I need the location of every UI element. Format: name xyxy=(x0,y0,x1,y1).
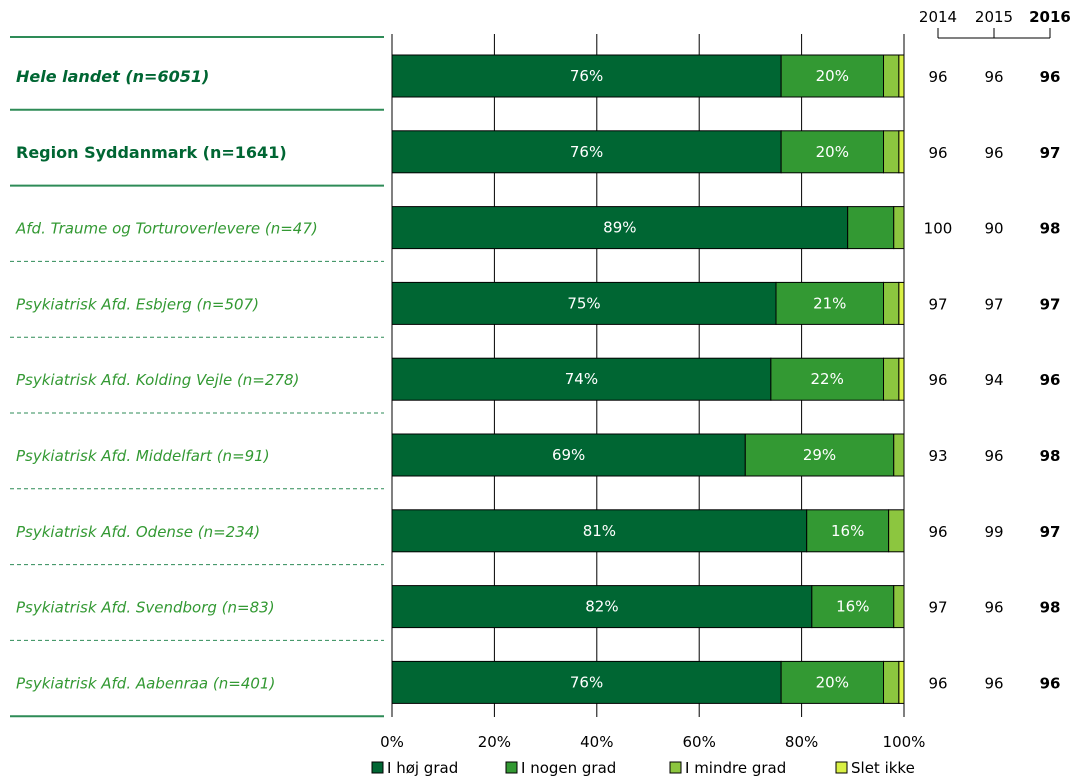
year-value: 96 xyxy=(928,144,947,162)
year-value: 97 xyxy=(984,295,1003,313)
bar-data-label: 76% xyxy=(570,67,603,85)
x-tick-label: 100% xyxy=(883,733,926,751)
x-tick-label: 40% xyxy=(580,733,613,751)
bar-segment xyxy=(894,434,904,476)
year-value: 96 xyxy=(1040,68,1061,86)
bar-data-label: 20% xyxy=(816,67,849,85)
bar-segment xyxy=(894,586,904,628)
year-value: 96 xyxy=(928,674,947,692)
bar-segment xyxy=(899,55,904,97)
year-value: 98 xyxy=(1040,447,1061,465)
category-label: Psykiatrisk Afd. Svendborg (n=83) xyxy=(16,599,275,617)
bar-data-label: 16% xyxy=(836,598,869,616)
year-value: 97 xyxy=(1040,523,1061,541)
bar-data-label: 22% xyxy=(811,370,844,388)
bar-data-label: 20% xyxy=(816,673,849,691)
bar-segment xyxy=(889,510,904,552)
year-value: 96 xyxy=(1040,371,1061,389)
bar-segment xyxy=(899,358,904,400)
year-value: 96 xyxy=(984,144,1003,162)
category-label: Psykiatrisk Afd. Esbjerg (n=507) xyxy=(16,295,259,313)
category-label: Region Syddanmark (n=1641) xyxy=(16,143,287,162)
bar-segment xyxy=(848,207,894,249)
bar-segment xyxy=(884,358,899,400)
bar-data-label: 74% xyxy=(565,370,598,388)
bar-data-label: 75% xyxy=(567,294,600,312)
year-value: 96 xyxy=(1040,674,1061,692)
legend-label: I høj grad xyxy=(387,759,458,777)
year-value: 96 xyxy=(984,68,1003,86)
legend-label: I mindre grad xyxy=(685,759,786,777)
year-value: 97 xyxy=(928,599,947,617)
legend-swatch xyxy=(836,762,847,773)
year-value: 94 xyxy=(984,371,1003,389)
bar-data-label: 82% xyxy=(585,598,618,616)
x-tick-label: 60% xyxy=(683,733,716,751)
year-value: 99 xyxy=(984,523,1003,541)
bar-segment xyxy=(884,661,899,703)
year-value: 97 xyxy=(1040,144,1061,162)
bar-segment xyxy=(884,282,899,324)
year-header: 2015 xyxy=(975,8,1013,26)
category-label: Psykiatrisk Afd. Kolding Vejle (n=278) xyxy=(16,371,299,389)
bar-data-label: 20% xyxy=(816,143,849,161)
year-value: 97 xyxy=(928,295,947,313)
x-tick-label: 20% xyxy=(478,733,511,751)
legend-label: Slet ikke xyxy=(851,759,915,777)
category-label: Psykiatrisk Afd. Middelfart (n=91) xyxy=(16,447,270,465)
category-label: Hele landet (n=6051) xyxy=(16,67,209,86)
bar-data-label: 21% xyxy=(813,294,846,312)
year-value: 96 xyxy=(928,68,947,86)
year-value: 97 xyxy=(1040,295,1061,313)
legend-swatch xyxy=(506,762,517,773)
bar-segment xyxy=(884,55,899,97)
year-value: 96 xyxy=(984,447,1003,465)
legend-swatch xyxy=(670,762,681,773)
category-label: Afd. Traume og Torturoverlevere (n=47) xyxy=(15,220,318,238)
legend-swatch xyxy=(372,762,383,773)
year-value: 93 xyxy=(928,447,947,465)
bar-segment xyxy=(899,661,904,703)
bar-data-label: 89% xyxy=(603,219,636,237)
year-value: 96 xyxy=(928,523,947,541)
bar-segment xyxy=(894,207,904,249)
category-label: Psykiatrisk Afd. Aabenraa (n=401) xyxy=(16,674,275,692)
year-value: 100 xyxy=(924,220,953,238)
legend-label: I nogen grad xyxy=(521,759,616,777)
year-value: 96 xyxy=(984,599,1003,617)
bar-data-label: 16% xyxy=(831,522,864,540)
x-tick-label: 0% xyxy=(380,733,404,751)
year-header: 2016 xyxy=(1029,8,1071,26)
year-value: 98 xyxy=(1040,599,1061,617)
year-value: 96 xyxy=(984,674,1003,692)
bar-data-label: 81% xyxy=(583,522,616,540)
year-value: 90 xyxy=(984,220,1003,238)
category-label: Psykiatrisk Afd. Odense (n=234) xyxy=(16,523,260,541)
year-value: 98 xyxy=(1040,220,1061,238)
bar-segment xyxy=(899,131,904,173)
bar-data-label: 29% xyxy=(803,446,836,464)
year-header: 2014 xyxy=(919,8,957,26)
bar-data-label: 76% xyxy=(570,673,603,691)
bar-segment xyxy=(899,282,904,324)
bar-segment xyxy=(884,131,899,173)
bar-data-label: 69% xyxy=(552,446,585,464)
x-tick-label: 80% xyxy=(785,733,818,751)
bar-data-label: 76% xyxy=(570,143,603,161)
year-value: 96 xyxy=(928,371,947,389)
